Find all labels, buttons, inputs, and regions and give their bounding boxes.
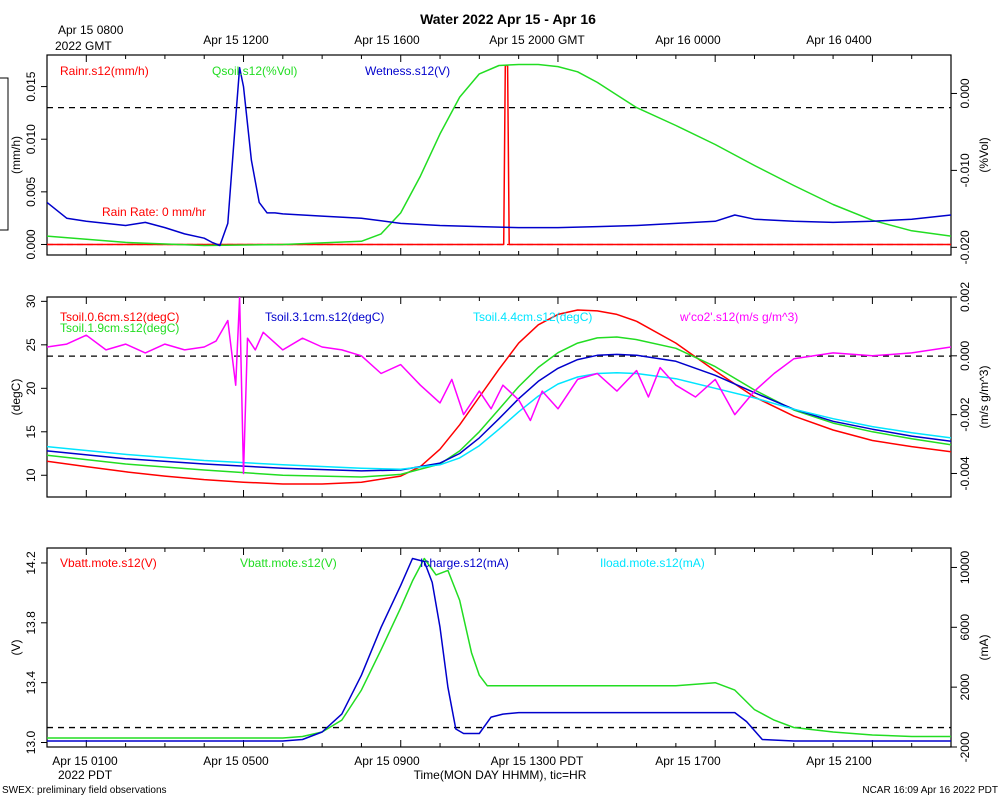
y-tick-label-left: 14.2 bbox=[24, 551, 38, 575]
left-margin-bracket bbox=[0, 77, 9, 231]
series-line-vbatt-mote-s12-v-green bbox=[47, 557, 951, 739]
bottom-axis-label-5: Apr 15 1700 bbox=[655, 754, 721, 768]
y-tick-label-left: 13.8 bbox=[24, 611, 38, 635]
rain-rate-annotation: Rain Rate: 0 mm/hr bbox=[102, 205, 206, 219]
top-axis-label-5: Apr 16 0400 bbox=[806, 33, 872, 47]
top-axis-label-2: Apr 15 1600 bbox=[354, 33, 420, 47]
y-tick-label-left: 0.000 bbox=[24, 229, 38, 259]
legend-rainr-s12-mm-h-red: Rainr.s12(mm/h) bbox=[60, 64, 149, 78]
y-tick-label-left: 0.010 bbox=[24, 124, 38, 154]
plot-frame bbox=[46, 547, 952, 748]
y-axis-title-right: (%Vol) bbox=[977, 137, 991, 172]
y-tick-label-right: 6000 bbox=[958, 614, 972, 641]
plot-area bbox=[47, 63, 951, 247]
legend-w-co2-s12-m-s-g-m-3-magenta: w'co2'.s12(m/s g/m^3) bbox=[679, 310, 798, 324]
series-line-tsoil-3-1cm-s12-degc-blue bbox=[47, 353, 951, 472]
series-line-tsoil-4-4cm-s12-degc-cyan bbox=[47, 371, 951, 470]
series-line-icharge-s12-ma-blue bbox=[47, 557, 951, 742]
legend-tsoil-3-1cm-s12-degc-blue: Tsoil.3.1cm.s12(degC) bbox=[265, 310, 384, 324]
series-line-wetness-s12-v-blue bbox=[47, 66, 951, 247]
top-axis-first-label: Apr 15 0800 bbox=[58, 23, 124, 37]
plot-frame bbox=[46, 54, 952, 256]
y-axis-title-right: (m/s g/m^3) bbox=[977, 366, 991, 429]
chart-title: Water 2022 Apr 15 - Apr 16 bbox=[420, 11, 596, 27]
y-tick-label-left: 15 bbox=[24, 425, 38, 439]
legend-tsoil-0-6cm-s12-degc-red: Tsoil.0.6cm.s12(degC) bbox=[60, 310, 179, 324]
series-line-tsoil-1-9cm-s12-degc-green bbox=[47, 336, 951, 478]
top-axis-label-3: Apr 15 2000 GMT bbox=[489, 33, 585, 47]
y-tick-label-left: 10 bbox=[24, 468, 38, 482]
series-line-qsoil-s12-vol-green bbox=[47, 63, 951, 247]
plot-area bbox=[47, 297, 951, 485]
y-axis-title-left: (degC) bbox=[9, 379, 23, 416]
top-axis-label-1: Apr 15 1200 bbox=[203, 33, 269, 47]
bottom-axis-label-6: Apr 15 2100 bbox=[806, 754, 872, 768]
legend-vbatt-mote-s12-v-red: Vbatt.mote.s12(V) bbox=[60, 556, 157, 570]
y-tick-label-right: -0.020 bbox=[958, 230, 972, 264]
legend-qsoil-s12-vol-green: Qsoil.s12(%Vol) bbox=[212, 64, 297, 78]
y-tick-label-left: 0.005 bbox=[24, 177, 38, 207]
y-tick-label-right: -0.004 bbox=[958, 456, 972, 490]
bottom-axis-label-3: Apr 15 0900 bbox=[354, 754, 420, 768]
x-axis-title: Time(MON DAY HHMM), tic=HR bbox=[414, 768, 587, 782]
series-line-tsoil-0-6cm-s12-degc-red bbox=[47, 309, 951, 485]
y-axis-title-right: (mA) bbox=[977, 635, 991, 661]
y-tick-label-left: 25 bbox=[24, 338, 38, 352]
panel-battery: 13.0 13.4 13.8 14.2 -2000 2000 6000 10000 (V) (mA… bbox=[9, 547, 991, 762]
y-tick-label-left: 13.0 bbox=[24, 731, 38, 755]
legend-tsoil-1-9cm-s12-degc-green: Tsoil.1.9cm.s12(degC) bbox=[60, 321, 179, 335]
y-tick-label-left: 0.015 bbox=[24, 71, 38, 101]
y-tick-label-right: -2000 bbox=[958, 731, 972, 762]
y-axis-title-left: (mm/h) bbox=[9, 136, 23, 174]
y-tick-label-right: 0.000 bbox=[958, 340, 972, 370]
footer-right-note: NCAR 16:09 Apr 16 2022 PDT bbox=[862, 785, 998, 796]
y-tick-label-left: 20 bbox=[24, 381, 38, 395]
legend-tsoil-4-4cm-s12-degc-cyan: Tsoil.4.4cm.s12(degC) bbox=[473, 310, 592, 324]
y-tick-label-right: 0.002 bbox=[958, 282, 972, 312]
plot-frame bbox=[46, 296, 952, 498]
y-tick-label-right: -0.010 bbox=[958, 153, 972, 187]
plot-area bbox=[47, 557, 951, 742]
bottom-axis-label-2: Apr 15 0500 bbox=[203, 754, 269, 768]
series-line-w-co2-s12-m-s-g-m-3-magenta bbox=[47, 297, 951, 475]
y-tick-label-right: 2000 bbox=[958, 673, 972, 700]
legend-vbatt-mote-s12-v-green: Vbatt.mote.s12(V) bbox=[240, 556, 337, 570]
bottom-axis-label-1: Apr 15 0100 bbox=[52, 754, 118, 768]
y-axis-title-left: (V) bbox=[9, 640, 23, 656]
y-tick-label-right: 10000 bbox=[958, 550, 972, 584]
bottom-axis-year-label: 2022 PDT bbox=[58, 768, 113, 782]
y-tick-label-right: -0.002 bbox=[958, 397, 972, 431]
top-axis-label-4: Apr 16 0000 bbox=[655, 33, 721, 47]
footer-left-note: SWEX: preliminary field observations bbox=[2, 785, 167, 796]
legend-iload-mote-s12-ma-cyan: Iload.mote.s12(mA) bbox=[600, 556, 705, 570]
y-tick-label-left: 30 bbox=[24, 294, 38, 308]
legend-icharge-s12-ma-blue: Icharge.s12(mA) bbox=[420, 556, 509, 570]
bottom-axis-label-4: Apr 15 1300 PDT bbox=[491, 754, 584, 768]
y-tick-label-left: 13.4 bbox=[24, 671, 38, 695]
top-axis-year-label: 2022 GMT bbox=[55, 39, 112, 53]
panel-soil-temperature: 10 15 20 25 30 0.002 0.000 -0.002 -0.004 (degC) (m… bbox=[9, 282, 991, 498]
legend-wetness-s12-v-blue: Wetness.s12(V) bbox=[365, 64, 450, 78]
y-tick-label-right: 0.000 bbox=[958, 78, 972, 108]
panel-water: 0.000 0.005 0.010 0.015 0.000 -0.010 -0.020 (mm… bbox=[9, 54, 991, 264]
